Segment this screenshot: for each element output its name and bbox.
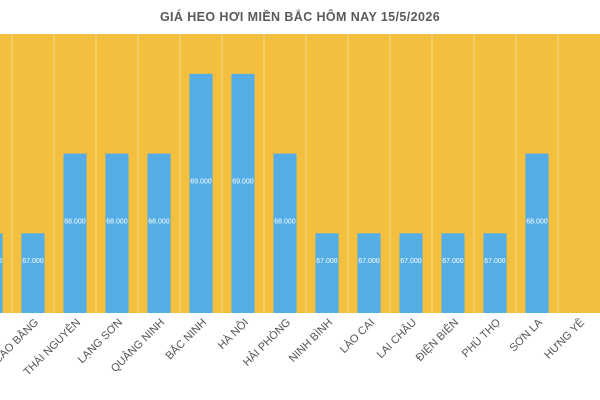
category-label: BẮC NINH [163,316,209,362]
bar-value-label: 69.000 [232,178,254,185]
bar [441,233,465,313]
bar [315,233,339,313]
category-label: LAI CHÂU [374,316,419,361]
bar-value-label: 68.000 [526,218,548,225]
category-label: HÀ NỘI [215,316,251,352]
bar [21,233,45,313]
bar-value-label: 67.000 [358,258,380,265]
bar [63,153,87,313]
category-label: LÀO CAI [337,316,377,356]
bar [147,153,171,313]
bar [189,73,213,313]
bar [231,73,255,313]
bar-value-label: 67.000 [316,258,338,265]
category-label: SƠN LA [507,316,545,354]
bar-value-label: 68.000 [64,218,86,225]
bar-value-label: 67.000 [0,258,2,265]
plot-background [0,34,600,313]
bar-value-label: 68.000 [148,218,170,225]
bar [105,153,129,313]
bar-value-label: 67.000 [22,258,44,265]
bar [273,153,297,313]
bar [357,233,381,313]
bar-value-label: 69.000 [190,178,212,185]
category-label: HƯNG YÊ [542,316,588,362]
bar [399,233,423,313]
bar [525,153,549,313]
category-label: PHÚ THỌ [459,316,503,360]
bar-value-label: 68.000 [274,218,296,225]
bar [483,233,507,313]
bar-value-label: 67.000 [442,258,464,265]
bar-value-label: 67.000 [400,258,422,265]
category-label: ĐIỆN BIÊN [413,316,461,364]
bar-value-label: 67.000 [484,258,506,265]
category-label: NINH BÌNH [286,316,335,365]
bar [0,233,3,313]
bar-value-label: 68.000 [106,218,128,225]
chart-title: GIÁ HEO HƠI MIỀN BẮC HÔM NAY 15/5/2026 [159,10,441,24]
